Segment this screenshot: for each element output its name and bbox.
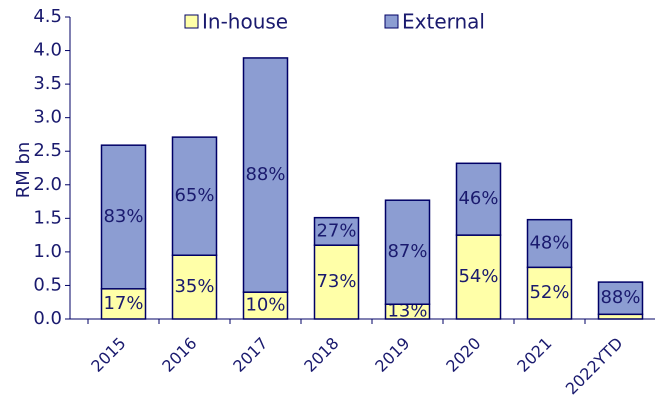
- y-tick-label: 2.0: [33, 174, 62, 195]
- data-label: 83%: [103, 206, 143, 227]
- data-label: 88%: [600, 287, 640, 308]
- data-label: 73%: [316, 271, 356, 292]
- data-label: 87%: [387, 241, 427, 262]
- y-tick-label: 1.5: [33, 207, 62, 228]
- legend-swatch: [184, 14, 199, 29]
- legend-label: In-house: [202, 10, 288, 34]
- x-tick-label: 2019: [371, 334, 413, 376]
- bar-segment: [526, 218, 573, 269]
- bar-segment: [100, 144, 147, 290]
- x-tick-label: 2021: [513, 334, 555, 376]
- bar-segment: [384, 199, 431, 305]
- legend-label: External: [402, 10, 485, 34]
- data-label: 48%: [529, 233, 569, 254]
- x-tick-label: 2015: [87, 334, 129, 376]
- bar-segment: [171, 254, 218, 320]
- y-tick-label: 3.0: [33, 107, 62, 128]
- bar-segment: [455, 234, 502, 320]
- y-tick-label: 4.0: [33, 40, 62, 61]
- x-tick-label: 2017: [229, 334, 271, 376]
- data-label: 10%: [245, 295, 285, 316]
- y-tick-label: 0.0: [33, 308, 62, 329]
- bar-segment: [313, 216, 360, 246]
- x-tick-label: 2020: [442, 334, 484, 376]
- bar-segment: [242, 57, 289, 293]
- bar-segment: [455, 162, 502, 236]
- bar-segment: [171, 136, 218, 256]
- bar-segment: [100, 288, 147, 320]
- data-label: 17%: [103, 293, 143, 314]
- x-tick-label: 2018: [300, 334, 342, 376]
- data-label: 88%: [245, 164, 285, 185]
- x-tick-label: 2016: [158, 334, 200, 376]
- y-tick-label: 4.5: [33, 6, 62, 27]
- bar-segment: [526, 266, 573, 320]
- y-tick-label: 0.5: [33, 274, 62, 295]
- data-label: 27%: [316, 220, 356, 241]
- data-label: 52%: [529, 282, 569, 303]
- y-tick-label: 1.0: [33, 241, 62, 262]
- data-label: 65%: [174, 185, 214, 206]
- data-label: 54%: [458, 266, 498, 287]
- data-label: 13%: [387, 301, 427, 322]
- bar-segment: [597, 281, 644, 316]
- x-tick-label: 2022YTD: [562, 334, 627, 399]
- data-label: 35%: [174, 276, 214, 297]
- data-label: 46%: [458, 188, 498, 209]
- y-tick-label: 2.5: [33, 140, 62, 161]
- legend-swatch: [384, 14, 399, 29]
- y-tick-label: 3.5: [33, 73, 62, 94]
- bar-segment: [242, 291, 289, 320]
- y-axis-title: RM bn: [13, 142, 34, 199]
